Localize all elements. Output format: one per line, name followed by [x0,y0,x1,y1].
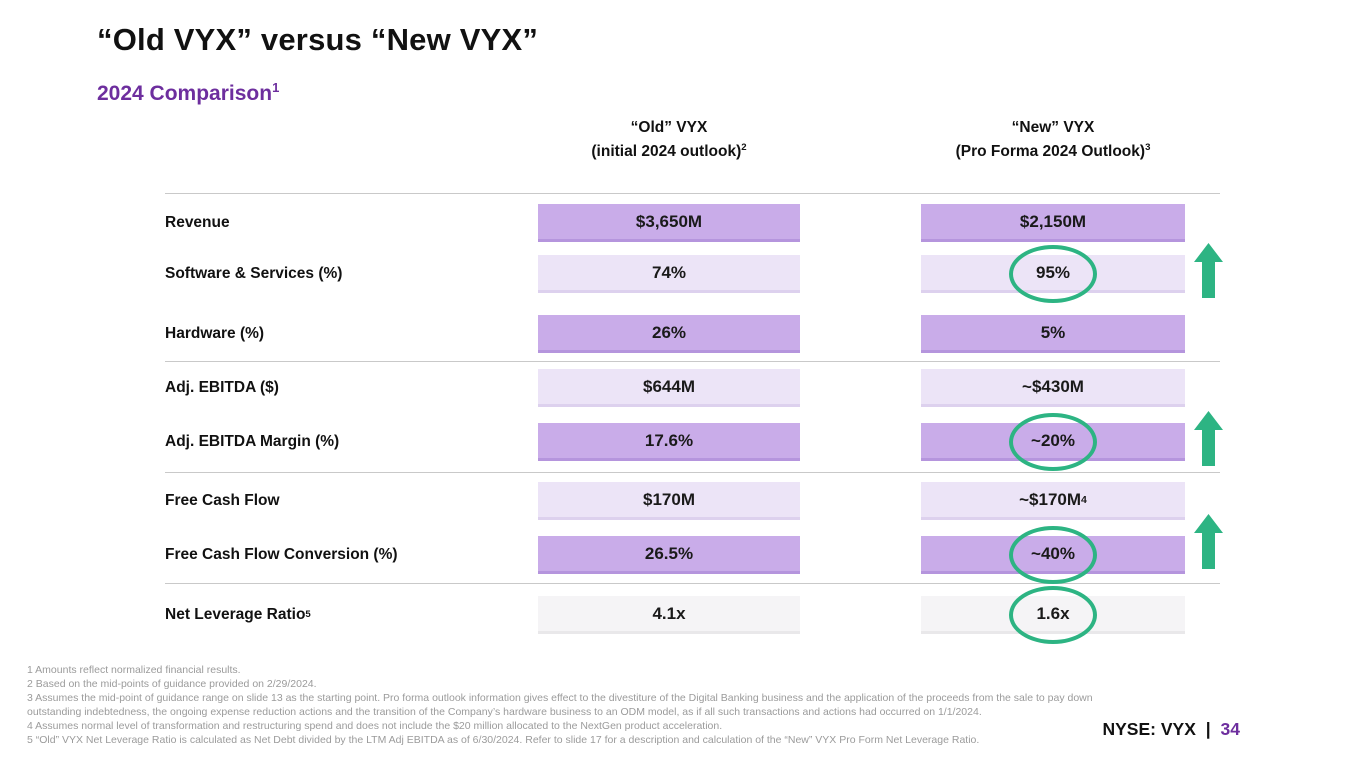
new-value-free-cash-flow: ~$170M 4 [921,482,1185,520]
new-value-adj-ebitda: ~$430M [921,369,1185,407]
footnote-3: 3 Assumes the mid-point of guidance rang… [27,692,1093,718]
row-label-software-services: Software & Services (%) [165,265,343,282]
old-value-software-services: 74% [538,255,800,293]
column-header-new-vyx: “New” VYX (Pro Forma 2024 Outlook)3 [921,116,1185,164]
footnote-2: 2 Based on the mid-points of guidance pr… [27,678,317,690]
slide-subtitle: 2024 Comparison1 [97,80,280,106]
divider-line [165,472,1220,473]
row-label-net-leverage: Net Leverage Ratio 5 [165,606,311,623]
up-arrow-icon [1194,243,1223,298]
subtitle-footnote-ref: 1 [272,80,280,95]
old-footnote-ref: 2 [741,141,747,153]
old-value-adj-ebitda: $644M [538,369,800,407]
page-number: 34 [1220,719,1240,739]
column-header-old-title: “Old” VYX [630,119,708,136]
new-value-net-leverage: 1.6x [921,596,1185,634]
old-value-fcf-conversion: 26.5% [538,536,800,574]
footer: NYSE: VYX | 34 [1103,719,1241,740]
new-value-software-services: 95% [921,255,1185,293]
divider-line [165,583,1220,584]
row-label-adj-ebitda: Adj. EBITDA ($) [165,379,279,396]
divider-line [165,361,1220,362]
old-value-hardware: 26% [538,315,800,353]
new-value-hardware: 5% [921,315,1185,353]
footnote-1: 1 Amounts reflect normalized financial r… [27,664,241,676]
new-value-fcf-conversion: ~40% [921,536,1185,574]
new-value-revenue: $2,150M [921,204,1185,242]
up-arrow-icon [1194,411,1223,466]
row-label-adj-ebitda-margin: Adj. EBITDA Margin (%) [165,433,340,450]
footnotes: 1 Amounts reflect normalized financial r… [27,663,1117,747]
footnote-5: 5 “Old” VYX Net Leverage Ratio is calcul… [27,734,980,746]
new-footnote-ref: 3 [1145,141,1151,153]
row-label-fcf-conversion: Free Cash Flow Conversion (%) [165,546,398,563]
row-label-revenue: Revenue [165,214,230,231]
column-header-old-vyx: “Old” VYX (initial 2024 outlook)2 [538,116,800,164]
footer-separator: | [1205,719,1211,739]
old-value-net-leverage: 4.1x [538,596,800,634]
row-label-hardware: Hardware (%) [165,325,265,342]
column-header-old-subtitle: (initial 2024 outlook)2 [591,141,747,160]
column-header-new-title: “New” VYX [1011,119,1095,136]
up-arrow-icon [1194,514,1223,569]
old-value-adj-ebitda-margin: 17.6% [538,423,800,461]
column-header-new-subtitle: (Pro Forma 2024 Outlook)3 [955,141,1151,160]
old-value-free-cash-flow: $170M [538,482,800,520]
divider-line [165,193,1220,194]
page-title: “Old VYX” versus “New VYX” [97,22,539,57]
old-value-revenue: $3,650M [538,204,800,242]
subtitle-text: 2024 Comparison [97,82,273,105]
row-label-free-cash-flow: Free Cash Flow [165,492,280,509]
ticker-label: NYSE: VYX [1102,719,1196,739]
footnote-4: 4 Assumes normal level of transformation… [27,720,723,732]
new-value-adj-ebitda-margin: ~20% [921,423,1185,461]
